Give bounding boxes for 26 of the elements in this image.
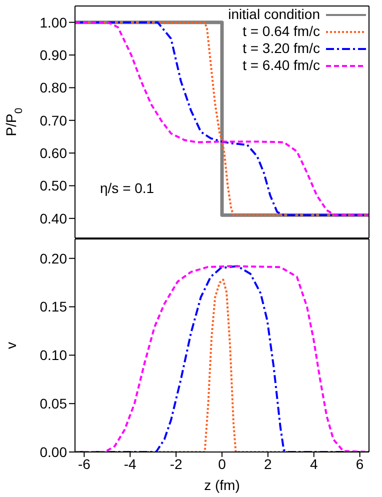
y-tick-label: 0.10	[40, 347, 68, 364]
y-tick-label: 0.40	[40, 210, 68, 226]
x-tick-label: 2	[264, 456, 272, 472]
x-tick-label: -2	[170, 456, 182, 472]
legend-label: initial condition	[228, 6, 320, 23]
annotation: η/s = 0.1	[100, 180, 154, 196]
x-tick-label: 0	[218, 456, 226, 472]
y-tick-label: 1.00	[40, 14, 68, 30]
y-tick-label: 0.00	[40, 444, 68, 460]
legend-label: t = 6.40 fm/c	[242, 57, 320, 74]
y-tick-label: 0.15	[40, 298, 68, 315]
y-tick-label: 0.90	[40, 46, 68, 63]
y-tick-label: 0.70	[40, 112, 68, 128]
x-tick-label: 4	[310, 456, 318, 472]
x-tick-label: 6	[356, 456, 364, 472]
y-axis-title: v	[3, 342, 19, 349]
y-tick-label: 0.20	[40, 250, 68, 266]
x-tick-label: -6	[78, 456, 91, 472]
y-tick-label: 0.60	[40, 145, 68, 162]
y-tick-label: 0.50	[40, 178, 68, 194]
legend-label: t = 0.64 fm/c	[242, 23, 320, 40]
y-tick-label: 0.80	[40, 80, 68, 96]
y-tick-label: 0.05	[40, 396, 68, 412]
x-tick-label: -4	[124, 456, 137, 472]
x-axis-title: z (fm)	[204, 477, 240, 493]
legend-label: t = 3.20 fm/c	[242, 40, 320, 57]
